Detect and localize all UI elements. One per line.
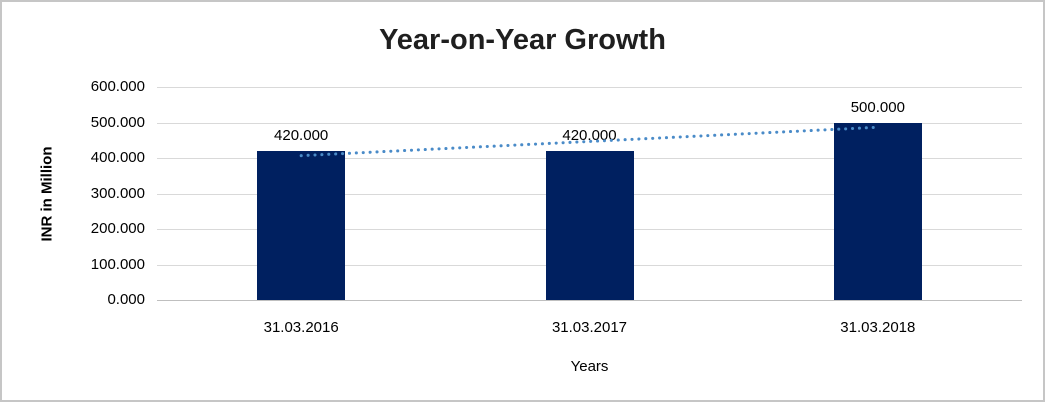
y-tick-label: 200.000 [90,220,145,237]
bar [545,150,634,300]
x-axis-title: Years [570,358,609,375]
gridline [157,87,1022,88]
y-tick-label: 0.000 [107,291,145,308]
chart-title: Year-on-Year Growth [379,24,666,56]
y-tick-label: 100.000 [90,255,145,273]
bar [257,150,346,300]
y-tick-label: 300.000 [90,184,145,202]
bar-data-label: 420.000 [274,126,329,144]
bar [833,122,922,300]
x-tick-label: 31.03.2017 [551,319,628,336]
y-tick-label: 400.000 [90,149,145,166]
x-tick-label: 31.03.2018 [840,319,916,336]
x-axis-line [157,300,1022,301]
y-tick-label: 600.000 [90,78,145,95]
bar-data-label: 420.000 [562,126,617,144]
gridline [157,122,1022,124]
bar-data-label: 500.000 [850,98,905,116]
y-tick-label: 500.000 [90,113,145,131]
x-tick-label: 31.03.2016 [263,319,339,336]
